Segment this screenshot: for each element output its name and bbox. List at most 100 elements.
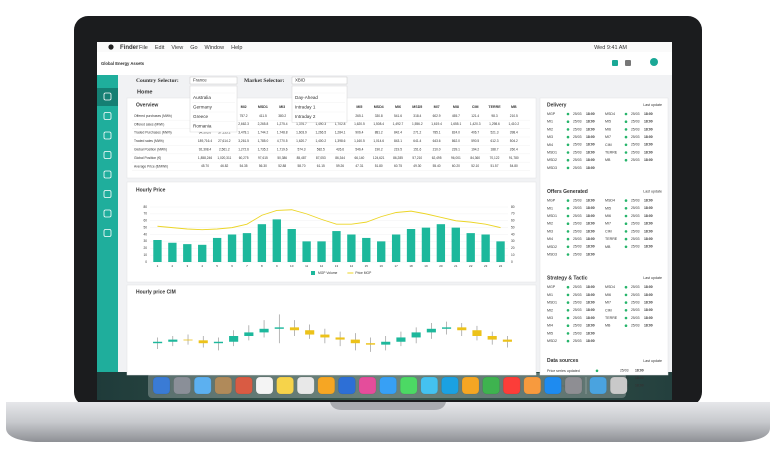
dock-icon[interactable] bbox=[152, 376, 171, 395]
dropdown-option[interactable]: Romania bbox=[193, 124, 212, 129]
status-name: MSD2 bbox=[547, 339, 557, 343]
sidebar-icon[interactable] bbox=[103, 112, 112, 120]
dropdown-option[interactable]: Intraday 1 bbox=[295, 105, 316, 110]
dropdown-option[interactable]: Germany bbox=[193, 105, 213, 110]
column-header: MI3 bbox=[279, 105, 285, 109]
status-time: 18:00 bbox=[644, 222, 653, 226]
dock-icon[interactable] bbox=[544, 376, 562, 395]
table-cell: 504.2 bbox=[510, 139, 518, 143]
sidebar-icon[interactable] bbox=[103, 151, 112, 159]
table-cell: 45.70 bbox=[201, 164, 209, 168]
dock-icon[interactable] bbox=[193, 376, 212, 395]
hourly-price-card bbox=[126, 181, 537, 283]
dock-icon[interactable] bbox=[523, 376, 541, 395]
dropdown-option[interactable]: Intraday 2 bbox=[295, 114, 316, 119]
status-date: 25/03 bbox=[631, 285, 640, 289]
status-dot bbox=[566, 158, 570, 162]
status-dot bbox=[566, 245, 570, 249]
table-cell: 1,748.8 bbox=[277, 131, 288, 135]
dock-icon[interactable] bbox=[173, 376, 191, 395]
dock-icon[interactable] bbox=[214, 376, 233, 395]
header-icon[interactable] bbox=[612, 60, 618, 66]
sidebar-icon[interactable] bbox=[103, 190, 112, 198]
status-dot bbox=[624, 112, 628, 116]
status-time: 18:00 bbox=[644, 143, 653, 147]
table-cell: 84,360 bbox=[470, 156, 480, 160]
status-dot bbox=[566, 222, 570, 225]
sidebar-icon[interactable] bbox=[103, 229, 112, 237]
status-name: MSD1 bbox=[547, 214, 557, 218]
dropdown-list bbox=[189, 85, 238, 133]
dock-icon[interactable] bbox=[235, 376, 253, 395]
candle-body bbox=[153, 341, 163, 344]
dock-icon[interactable] bbox=[610, 376, 628, 395]
x-tick-label: 10 bbox=[290, 264, 294, 268]
table-cell: 52.88 bbox=[278, 164, 286, 168]
sidebar-icon[interactable] bbox=[103, 92, 112, 101]
status-dot bbox=[566, 135, 570, 139]
dock-icon[interactable] bbox=[297, 376, 315, 395]
status-time: 18:00 bbox=[644, 237, 653, 241]
sidebar bbox=[97, 75, 118, 372]
status-dot bbox=[624, 207, 628, 210]
y-tick-label: 40 bbox=[143, 232, 147, 236]
status-name: MI3 bbox=[547, 229, 553, 233]
sidebar-icon[interactable] bbox=[103, 209, 112, 218]
dock-icon[interactable] bbox=[482, 376, 500, 395]
dock-icon[interactable] bbox=[461, 376, 480, 395]
header-icon[interactable] bbox=[625, 60, 631, 66]
menu-app: Finder bbox=[120, 45, 139, 51]
candle-body bbox=[442, 327, 452, 329]
dock-icon[interactable] bbox=[503, 376, 521, 395]
dropdown-option[interactable]: Day-Ahead bbox=[295, 95, 318, 100]
menu-item[interactable]: View bbox=[171, 45, 183, 51]
dock-icon[interactable] bbox=[276, 376, 294, 395]
dock-icon[interactable] bbox=[255, 376, 274, 395]
status-date: 25/03 bbox=[573, 331, 582, 335]
table-cell: 239.1 bbox=[452, 147, 460, 151]
menu-item[interactable]: Edit bbox=[155, 45, 165, 51]
dock-icon[interactable] bbox=[379, 376, 397, 395]
status-dot bbox=[624, 143, 628, 147]
menu-item[interactable]: Help bbox=[231, 45, 242, 51]
dock-icon[interactable] bbox=[564, 376, 583, 395]
country-value[interactable]: France bbox=[193, 78, 207, 83]
dropdown-option[interactable]: Greece bbox=[193, 114, 209, 119]
dropdown-option[interactable]: Australia bbox=[193, 95, 211, 100]
dock-icon[interactable] bbox=[338, 376, 356, 395]
table-cell: 455.7 bbox=[452, 114, 460, 118]
menu-item[interactable]: File bbox=[139, 45, 148, 51]
status-name: MSD2 bbox=[547, 245, 557, 249]
dock-icon[interactable] bbox=[441, 376, 459, 395]
status-date: 25/03 bbox=[573, 150, 582, 154]
dock-icon[interactable] bbox=[400, 376, 418, 395]
country-dropdown[interactable] bbox=[189, 76, 238, 85]
status-name: MSD4 bbox=[605, 285, 615, 289]
table-cell: 406.7 bbox=[471, 131, 479, 135]
x-tick-label: 1 bbox=[157, 264, 159, 268]
market-dropdown[interactable] bbox=[291, 76, 348, 85]
column-header: MI7 bbox=[434, 105, 440, 109]
status-dot bbox=[566, 237, 570, 241]
table-cell: 210.0 bbox=[433, 147, 441, 151]
table-cell: 574.3 bbox=[298, 147, 306, 151]
menu-item[interactable]: Go bbox=[190, 45, 197, 51]
status-time: 18:00 bbox=[644, 214, 653, 218]
status-time: 18:00 bbox=[586, 229, 595, 233]
market-value[interactable]: XBID bbox=[295, 78, 305, 83]
candle-body bbox=[426, 328, 436, 333]
table-cell: 1,620.5 bbox=[354, 122, 365, 126]
price-line bbox=[157, 209, 501, 231]
sidebar-icon[interactable] bbox=[103, 131, 112, 140]
dock-icon[interactable] bbox=[420, 376, 438, 395]
dock-icon[interactable] bbox=[358, 376, 377, 395]
dock-icon[interactable] bbox=[317, 376, 335, 395]
user-avatar[interactable] bbox=[650, 58, 658, 66]
table-cell: 86,285 bbox=[393, 156, 403, 160]
table-cell: 330.8 bbox=[375, 114, 383, 118]
status-date: 25/03 bbox=[631, 237, 640, 241]
y2-tick-label: 20 bbox=[511, 246, 515, 250]
sidebar-icon[interactable] bbox=[103, 170, 112, 179]
menu-item[interactable]: Window bbox=[205, 45, 225, 51]
dock-icon[interactable] bbox=[589, 376, 607, 395]
